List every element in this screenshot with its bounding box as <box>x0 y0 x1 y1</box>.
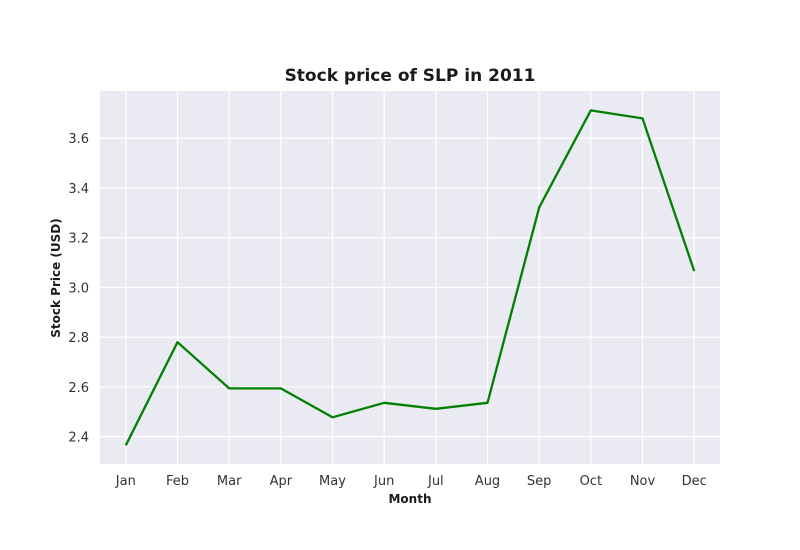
x-tick-label: Jun <box>373 474 394 489</box>
y-tick-label: 3.0 <box>68 281 89 296</box>
x-tick-label: Dec <box>682 474 707 489</box>
series-line <box>124 109 696 446</box>
chart-title: Stock price of SLP in 2011 <box>285 66 536 86</box>
x-tick-label: Apr <box>270 474 293 489</box>
x-tick-label: Feb <box>166 474 189 489</box>
y-axis-title: Stock Price (USD) <box>49 218 63 337</box>
grid <box>100 91 720 464</box>
x-tick-label: Aug <box>475 474 500 489</box>
plot-background <box>100 91 720 464</box>
x-tick-label: Nov <box>630 474 656 489</box>
x-axis-title: Month <box>388 492 431 506</box>
y-tick-label: 3.4 <box>68 182 89 197</box>
x-tick-label: Sep <box>527 474 552 489</box>
x-tick-label: Jul <box>427 474 444 489</box>
x-tick-label: Oct <box>580 474 602 489</box>
y-tick-labels: 2.4 2.6 2.8 3.0 3.2 3.4 3.6 <box>68 132 89 445</box>
x-tick-label: Jan <box>115 474 136 489</box>
y-tick-label: 2.4 <box>68 431 89 446</box>
x-tick-label: May <box>319 474 346 489</box>
y-tick-label: 2.8 <box>68 331 89 346</box>
x-tick-labels: Jan Feb Mar Apr May Jun Jul Aug Sep Oct Nov Dec <box>115 474 707 489</box>
y-tick-label: 2.6 <box>68 381 89 396</box>
y-tick-label: 3.6 <box>68 132 89 147</box>
x-tick-label: Mar <box>217 474 242 489</box>
y-tick-label: 3.2 <box>68 232 89 247</box>
